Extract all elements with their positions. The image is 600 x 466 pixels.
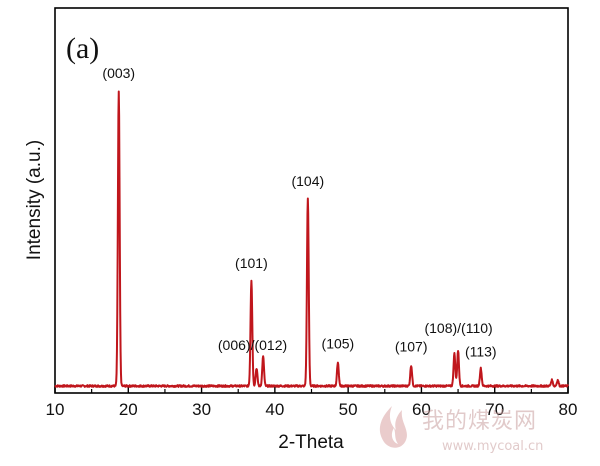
x-tick-label: 30	[192, 400, 211, 419]
peak-label: (104)	[291, 173, 324, 189]
y-axis-title: Intensity (a.u.)	[24, 140, 45, 260]
x-tick-label: 60	[412, 400, 431, 419]
x-tick-label: 70	[485, 400, 504, 419]
series-line	[54, 90, 569, 388]
x-tick-label: 10	[46, 400, 65, 419]
peak-label: (107)	[395, 338, 428, 354]
watermark: 我的煤炭网 www.mycoal.cn	[379, 406, 543, 454]
x-tick-label: 50	[339, 400, 358, 419]
peak-label: (003)	[102, 65, 135, 81]
watermark-text: 我的煤炭网	[422, 409, 537, 434]
peak-annotation: (108)/(110)	[424, 320, 492, 336]
watermark-url: www.mycoal.cn	[442, 439, 543, 454]
x-tick-label: 40	[265, 400, 284, 419]
x-axis-title: 2-Theta	[278, 432, 344, 453]
peak-label: (105)	[322, 335, 355, 351]
flame-logo-icon	[379, 406, 407, 448]
peak-labels: (003) (101) (104) (105) (107) (113) (006)/(012…	[102, 65, 496, 359]
x-tick-labels: 10 20 30 40 50 60 70 80	[46, 400, 578, 419]
x-tick-label: 20	[119, 400, 138, 419]
peak-label: (113)	[465, 343, 497, 359]
peak-annotation: (006)/(012)	[218, 337, 287, 353]
x-tick-label: 80	[559, 400, 578, 419]
panel-label: (a)	[66, 32, 99, 65]
peak-label: (101)	[235, 255, 268, 271]
